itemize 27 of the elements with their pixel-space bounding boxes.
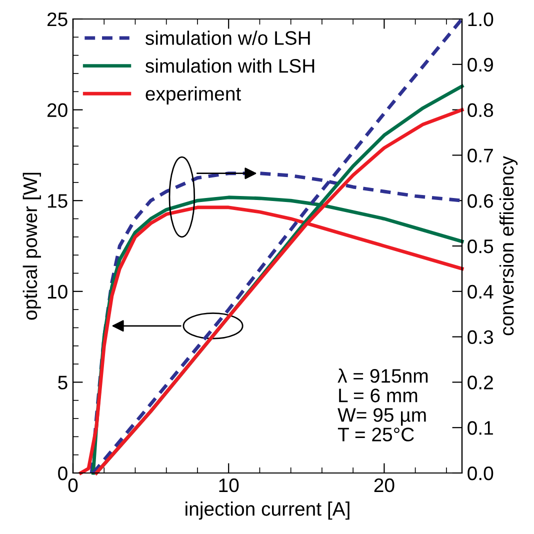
x-axis-title: injection current [A] — [186, 502, 350, 520]
annotation: λ = 915nm L = 6 mm W= 95 µm T = 25°C — [338, 368, 428, 442]
y2-tick-label: 0.8 — [468, 103, 494, 118]
y2-tick-label: 1.0 — [468, 12, 494, 26]
y2-tick-label: 0.7 — [468, 148, 493, 162]
y2-tick-label: 0.9 — [468, 58, 493, 72]
y-tick-label: 5 — [58, 376, 68, 390]
y-tick-label: 10 — [48, 284, 68, 299]
y-axis-title: optical power [W] — [22, 172, 41, 320]
legend-label: simulation with LSH — [145, 58, 314, 73]
y-tick-label: 0 — [58, 466, 68, 480]
y2-tick-label: 0.1 — [468, 421, 493, 435]
x-tick-label: 20 — [374, 478, 394, 492]
legend-label: experiment — [146, 86, 241, 104]
y-tick-label: 20 — [47, 103, 68, 118]
y-tick-label: 25 — [47, 12, 68, 26]
y2-tick-label: 0.4 — [468, 284, 494, 299]
y2-tick-label: 0.5 — [468, 239, 494, 254]
y2-axis-title: conversion efficiency — [499, 156, 518, 336]
y2-tick-label: 0.2 — [468, 376, 493, 390]
y-tick-label: 15 — [48, 194, 68, 208]
y2-tick-label: 0.0 — [468, 466, 494, 480]
y2-tick-label: 0.6 — [468, 194, 494, 208]
x-tick-label: 10 — [219, 478, 239, 492]
y2-tick-label: 0.3 — [468, 330, 494, 344]
x-tick-label: 0 — [68, 478, 78, 492]
legend-label: simulation w/o LSH — [145, 30, 310, 45]
